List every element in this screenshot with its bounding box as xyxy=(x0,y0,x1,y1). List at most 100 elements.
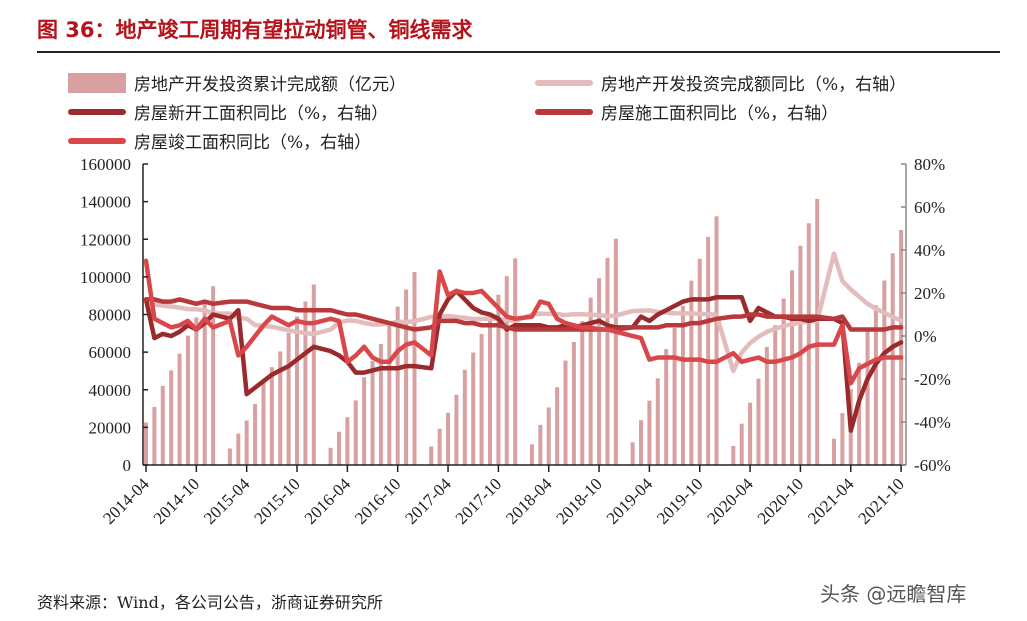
bar-2015-02 xyxy=(227,448,232,465)
bar-2014-07 xyxy=(169,370,174,465)
x-tick-label: 2017-10 xyxy=(452,474,506,528)
bar-2018-10 xyxy=(597,278,602,465)
bar-2016-10 xyxy=(395,306,400,465)
bar-2017-10 xyxy=(496,294,501,465)
right-tick-label: -60% xyxy=(914,456,951,475)
bar-2018-06 xyxy=(563,360,568,465)
bar-2020-08 xyxy=(781,298,786,465)
right-tick-label: -40% xyxy=(914,413,951,432)
bar-2018-08 xyxy=(580,321,585,465)
legend-label: 房地产开发投资累计完成额（亿元） xyxy=(134,75,406,95)
bar-2019-06 xyxy=(664,349,669,465)
x-tick-label: 2020-10 xyxy=(754,474,808,528)
bar-2021-08 xyxy=(882,280,887,465)
bar-2020-02 xyxy=(731,445,736,465)
bar-2015-12 xyxy=(311,284,316,465)
bar-2020-07 xyxy=(773,325,778,465)
bar-2017-06 xyxy=(462,369,467,465)
right-tick-label: 20% xyxy=(914,284,945,303)
bar-2015-09 xyxy=(286,333,291,465)
x-tick-label: 2021-04 xyxy=(804,474,858,528)
bar-2017-04 xyxy=(446,412,451,465)
bar-2021-02 xyxy=(831,438,836,465)
x-tick-label: 2014-04 xyxy=(99,474,153,528)
legend-label: 房屋新开工面积同比（%，右轴） xyxy=(134,104,389,124)
legend-item-investment-yoy: 房地产开发投资完成额同比（%，右轴） xyxy=(535,70,906,95)
bar-2015-06 xyxy=(261,382,266,465)
left-tick-label: 20000 xyxy=(89,418,132,437)
bar-2020-11 xyxy=(806,223,811,465)
bar-2014-05 xyxy=(152,406,157,465)
x-tick-label: 2016-04 xyxy=(301,474,355,528)
legend-item-new-starts-yoy: 房屋新开工面积同比（%，右轴） xyxy=(68,99,388,124)
bar-2017-02 xyxy=(429,446,434,465)
legend-swatch-line xyxy=(535,79,593,86)
bar-2018-09 xyxy=(588,297,593,465)
x-tick-label: 2016-10 xyxy=(351,474,405,528)
bar-2020-03 xyxy=(739,423,744,465)
bar-2017-03 xyxy=(437,428,442,465)
x-tick-label: 2014-10 xyxy=(150,474,204,528)
legend-swatch-bar xyxy=(68,72,126,93)
legend-item-investment-cumulative: 房地产开发投资累计完成额（亿元） xyxy=(68,70,406,95)
bar-2021-06 xyxy=(865,329,870,465)
bar-2018-02 xyxy=(529,444,534,465)
x-tick-label: 2018-10 xyxy=(552,474,606,528)
bar-2020-09 xyxy=(790,270,795,465)
bar-2016-03 xyxy=(336,431,341,465)
bar-2017-09 xyxy=(487,313,492,465)
bar-2015-11 xyxy=(303,301,308,465)
left-tick-label: 0 xyxy=(123,456,132,475)
bar-2020-05 xyxy=(756,378,761,465)
bar-2019-03 xyxy=(639,420,644,465)
left-tick-label: 60000 xyxy=(89,343,132,362)
bar-2016-02 xyxy=(328,447,333,465)
bar-2017-11 xyxy=(504,276,509,465)
bar-2016-09 xyxy=(387,324,392,465)
bar-2014-06 xyxy=(160,385,165,465)
bar-2021-05 xyxy=(857,362,862,465)
watermark: 头条 @远瞻智库 xyxy=(820,582,967,606)
bar-2018-11 xyxy=(605,257,610,465)
x-tick-label: 2020-04 xyxy=(703,474,757,528)
bar-2020-06 xyxy=(764,346,769,465)
bar-2015-07 xyxy=(269,367,274,465)
legend-swatch-line xyxy=(68,108,126,115)
bar-2015-10 xyxy=(295,316,300,465)
series-line-3 xyxy=(143,297,904,332)
legend-label: 房地产开发投资完成额同比（%，右轴） xyxy=(601,75,907,95)
bar-2020-12 xyxy=(815,198,820,466)
bar-2019-12 xyxy=(714,216,719,465)
x-tick-label: 2018-04 xyxy=(502,474,556,528)
x-tick-label: 2015-10 xyxy=(250,474,304,528)
legend-label: 房屋施工面积同比（%，右轴） xyxy=(601,104,839,124)
bar-2015-04 xyxy=(244,420,249,465)
bar-2019-07 xyxy=(672,327,677,465)
right-tick-label: -20% xyxy=(914,370,951,389)
figure-title: 图 36：地产竣工周期有望拉动铜管、铜线需求 xyxy=(37,18,473,42)
x-tick-label: 2019-10 xyxy=(653,474,707,528)
legend-swatch-line xyxy=(68,137,126,144)
bar-2018-12 xyxy=(613,238,618,465)
x-tick-label: 2019-04 xyxy=(603,474,657,528)
bar-2015-05 xyxy=(253,403,258,465)
left-tick-label: 140000 xyxy=(80,193,131,212)
bar-2014-04 xyxy=(144,422,148,465)
series-line-1 xyxy=(143,251,904,374)
left-tick-label: 80000 xyxy=(89,306,132,325)
bar-2016-07 xyxy=(370,360,375,465)
bar-2018-04 xyxy=(546,407,551,465)
bar-2018-03 xyxy=(538,424,543,465)
bar-2021-07 xyxy=(873,305,878,465)
bar-2019-08 xyxy=(680,305,685,465)
bar-2016-08 xyxy=(378,344,383,465)
bar-2016-05 xyxy=(353,400,358,465)
title-divider xyxy=(37,51,1000,53)
bar-2014-11 xyxy=(202,301,207,465)
bar-2014-12 xyxy=(211,286,216,465)
bar-2021-03 xyxy=(840,413,845,465)
legend-label: 房屋竣工面积同比（%，右轴） xyxy=(134,133,372,153)
bar-2021-10 xyxy=(899,229,904,465)
bar-2017-07 xyxy=(471,352,476,465)
